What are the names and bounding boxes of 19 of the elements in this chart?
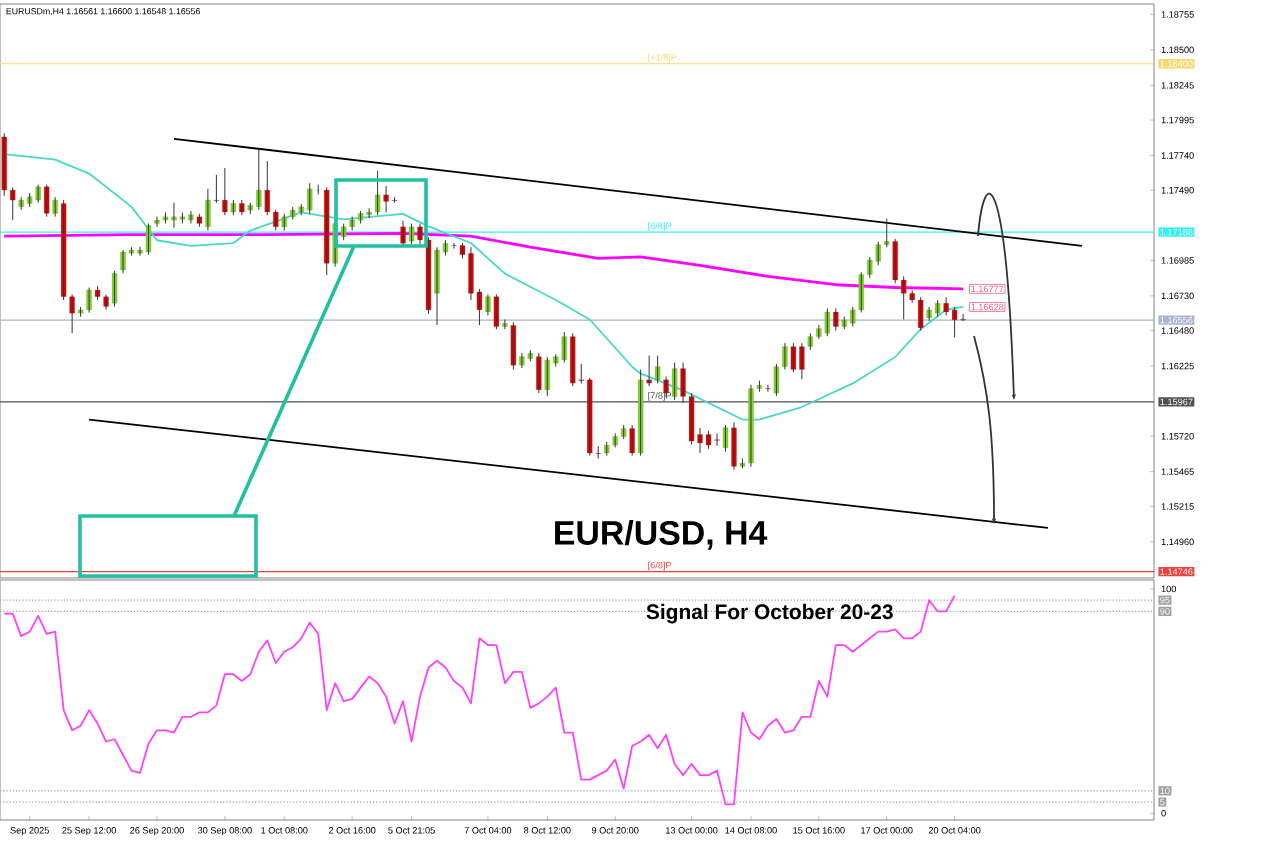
candlestick — [425, 236, 432, 315]
candlestick — [162, 211, 169, 224]
candlestick — [145, 222, 152, 256]
candlestick — [408, 223, 415, 245]
candlestick — [951, 306, 958, 339]
candlestick — [179, 211, 186, 224]
candlestick — [341, 223, 347, 241]
candlestick — [111, 270, 118, 308]
candlestick — [705, 430, 712, 450]
candlestick — [357, 210, 364, 225]
candlestick — [493, 293, 500, 330]
candlestick — [671, 362, 678, 401]
candlestick — [790, 342, 797, 373]
candlestick — [374, 170, 381, 216]
candlestick — [510, 321, 517, 371]
candlestick — [324, 186, 330, 276]
text: Signal For October 20-23 — [646, 603, 893, 624]
candlestick — [934, 299, 941, 318]
text: EUR/USD, H4 — [555, 520, 768, 550]
